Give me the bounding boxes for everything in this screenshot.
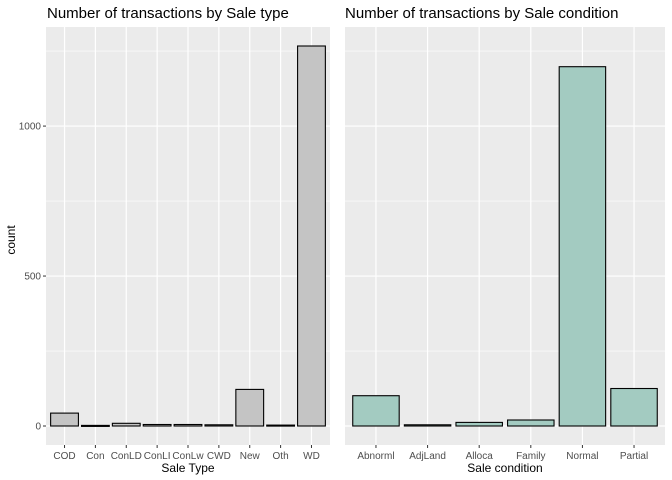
bar-alloca — [455, 421, 503, 427]
sale-condition-x-ticks: Abnorml AdjLand Alloca Family Normal Partial — [357, 445, 648, 462]
x-tick-label: COD — [53, 451, 75, 462]
sale-type-bars — [50, 45, 326, 427]
bar-adjland — [403, 424, 452, 427]
bar-family — [507, 419, 555, 427]
x-tick-label: Oth — [273, 451, 289, 462]
bar-cwd — [204, 424, 234, 427]
sale-type-chart: Number of transactions by Sale type 0 500… — [4, 5, 330, 475]
x-tick-label: AdjLand — [409, 451, 446, 462]
x-tick-label: Alloca — [466, 451, 494, 462]
bar-wd — [297, 45, 326, 427]
x-tick-label: Normal — [566, 451, 598, 462]
x-tick-label: ConLw — [172, 451, 204, 462]
sale-condition-chart: Number of transactions by Sale condition… — [345, 5, 665, 475]
bar-conlw — [173, 423, 203, 427]
bar-oth — [266, 424, 296, 427]
x-tick-label: ConLI — [144, 451, 171, 462]
y-tick-label: 500 — [24, 272, 41, 283]
bar-new — [235, 388, 265, 427]
sale-type-x-ticks: COD Con ConLD ConLI ConLw CWD New Oth WD — [53, 445, 320, 462]
sale-type-x-axis-label: Sale Type — [161, 461, 214, 475]
x-tick-label: CWD — [207, 451, 231, 462]
bar-cod — [50, 412, 79, 427]
sale-condition-x-axis-label: Sale condition — [467, 461, 542, 475]
sale-condition-chart-title: Number of transactions by Sale condition — [345, 5, 618, 22]
bar-conli — [142, 423, 172, 427]
bar-partial — [610, 387, 658, 427]
x-tick-label: New — [240, 451, 261, 462]
bar-con — [80, 424, 110, 427]
sale-type-chart-title: Number of transactions by Sale type — [47, 5, 289, 22]
bar-abnorml — [352, 395, 400, 427]
sale-type-y-ticks: 0 500 1000 — [19, 122, 46, 433]
sale-condition-bars — [352, 66, 658, 427]
x-tick-label: WD — [303, 451, 320, 462]
bar-normal — [558, 66, 607, 427]
count-y-axis-label: count — [4, 225, 18, 255]
y-tick-label: 1000 — [19, 122, 42, 133]
x-tick-label: Family — [516, 451, 545, 462]
x-tick-label: Abnorml — [357, 451, 394, 462]
x-tick-label: ConLD — [111, 451, 142, 462]
sale-condition-plot-background — [345, 27, 665, 445]
bar-conld — [111, 422, 141, 427]
x-tick-label: Con — [86, 451, 104, 462]
x-tick-label: Partial — [620, 451, 648, 462]
y-tick-label: 0 — [35, 422, 41, 433]
